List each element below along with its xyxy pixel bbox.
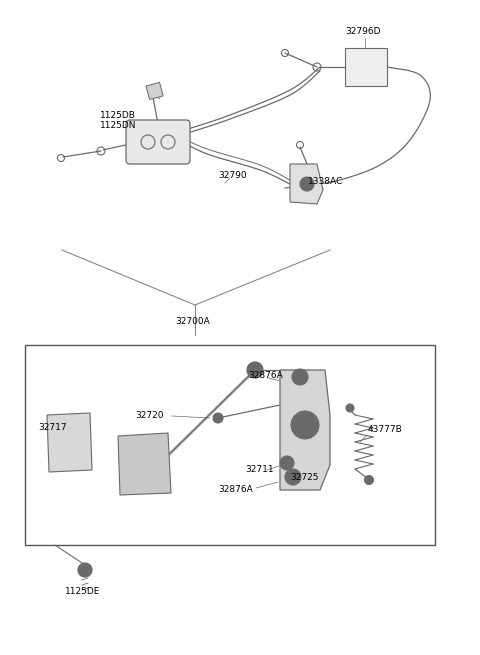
Text: 43777B: 43777B [368, 426, 403, 434]
Polygon shape [118, 433, 171, 495]
Text: 32700A: 32700A [176, 318, 210, 326]
Text: 32725: 32725 [290, 474, 319, 483]
Circle shape [78, 563, 92, 577]
Bar [345, 48, 387, 86]
Text: 32796D: 32796D [345, 28, 381, 37]
Text: 32876A: 32876A [248, 371, 283, 379]
Circle shape [364, 476, 373, 485]
Circle shape [284, 460, 290, 466]
Circle shape [280, 456, 294, 470]
Text: 1125DB: 1125DB [100, 111, 136, 119]
Circle shape [289, 473, 297, 481]
Polygon shape [47, 413, 92, 472]
Polygon shape [280, 370, 330, 490]
Circle shape [298, 418, 312, 432]
FancyBboxPatch shape [126, 120, 190, 164]
Circle shape [247, 362, 263, 378]
Text: 32717: 32717 [38, 422, 67, 432]
Circle shape [213, 413, 223, 423]
Text: 32876A: 32876A [218, 485, 253, 495]
Circle shape [296, 373, 304, 381]
Bar [146, 83, 163, 100]
Circle shape [346, 404, 354, 412]
Text: 32790: 32790 [218, 170, 247, 179]
Text: 1338AC: 1338AC [308, 178, 343, 187]
Text: 32720: 32720 [135, 411, 164, 419]
Text: 1125DN: 1125DN [100, 121, 136, 130]
Circle shape [300, 177, 314, 191]
Text: 1125DE: 1125DE [65, 588, 100, 597]
Text: 32711: 32711 [245, 466, 274, 474]
Circle shape [292, 369, 308, 385]
Circle shape [251, 366, 259, 374]
Circle shape [291, 411, 319, 439]
Circle shape [285, 469, 301, 485]
Circle shape [304, 181, 310, 187]
Bar [25, 345, 435, 545]
Polygon shape [290, 164, 323, 204]
